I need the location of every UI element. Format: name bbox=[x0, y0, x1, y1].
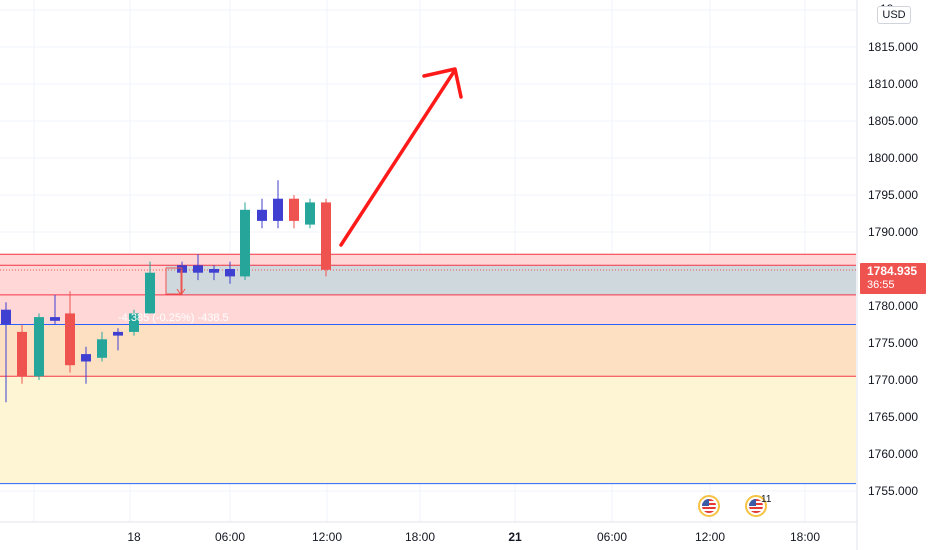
candle-body bbox=[209, 269, 219, 273]
price-tick-label: 1765.000 bbox=[868, 410, 918, 424]
measure-tool[interactable]: -4.385 (-0.25%) -438.5 bbox=[118, 267, 229, 324]
measure-box bbox=[165, 267, 183, 295]
candle bbox=[1, 302, 11, 403]
candle-body bbox=[257, 209, 267, 221]
candle-body bbox=[225, 269, 235, 277]
candle-body bbox=[17, 331, 27, 377]
candle-body bbox=[50, 317, 60, 321]
current-price-value: 1784.935 bbox=[867, 264, 918, 278]
candle bbox=[257, 198, 267, 229]
candle-body bbox=[1, 309, 11, 325]
price-tick-label: 1775.000 bbox=[868, 336, 918, 350]
price-tick-label: 1800.000 bbox=[868, 151, 918, 165]
candle bbox=[305, 198, 315, 229]
candle bbox=[289, 195, 299, 229]
candle-body bbox=[321, 202, 331, 270]
time-tick-label: 12:00 bbox=[312, 530, 342, 544]
us-economic-event-icon[interactable] bbox=[745, 495, 767, 517]
time-tick-label: 18:00 bbox=[405, 530, 435, 544]
candle-body bbox=[113, 331, 123, 336]
candle bbox=[209, 265, 219, 281]
price-tick-label: 1760.000 bbox=[868, 447, 918, 461]
time-tick-label: 06:00 bbox=[215, 530, 245, 544]
time-tick-label: 18 bbox=[127, 530, 141, 544]
arrow-shaft bbox=[339, 68, 457, 247]
us-economic-event-icon[interactable] bbox=[698, 495, 720, 517]
candle-countdown: 36:55 bbox=[867, 279, 895, 291]
time-tick-label: 12:00 bbox=[695, 530, 725, 544]
candle bbox=[34, 313, 44, 380]
price-tick-label: 1770.000 bbox=[868, 373, 918, 387]
time-axis[interactable]: 18 06:00 12:00 18:00 21 06:00 12:00 18:00 bbox=[127, 530, 820, 544]
candle bbox=[273, 180, 283, 229]
current-price-tag: 1784.935 36:55 bbox=[860, 263, 926, 294]
price-tick-label: 1790.000 bbox=[868, 225, 918, 239]
candle-body bbox=[81, 354, 91, 362]
blue-zone bbox=[166, 265, 856, 295]
candle bbox=[50, 294, 60, 325]
price-tick-label: 1795.000 bbox=[868, 188, 918, 202]
price-axis[interactable]: 1815.000 1810.000 1805.000 1800.000 1795.000… bbox=[868, 40, 918, 498]
candle-body bbox=[145, 272, 155, 314]
orange-zone bbox=[0, 324, 856, 377]
candle bbox=[81, 346, 91, 384]
measure-arrow-head bbox=[176, 288, 186, 296]
candle bbox=[17, 324, 27, 384]
arrow-head bbox=[422, 67, 463, 99]
price-zones bbox=[0, 254, 856, 484]
candle-body bbox=[193, 265, 203, 273]
candle-body bbox=[273, 198, 283, 221]
candle bbox=[240, 202, 250, 281]
time-tick-label: 18:00 bbox=[790, 530, 820, 544]
measure-label: -4.385 (-0.25%) -438.5 bbox=[118, 312, 229, 324]
candle bbox=[65, 291, 75, 373]
price-tick-label: 1815.000 bbox=[868, 40, 918, 54]
candle-body bbox=[97, 339, 107, 358]
candle-body bbox=[65, 313, 75, 366]
time-tick-label: 21 bbox=[508, 530, 522, 544]
event-count-badge: 11 bbox=[761, 494, 772, 505]
candle-body bbox=[240, 209, 250, 277]
candle-body bbox=[129, 313, 139, 332]
candle bbox=[97, 331, 107, 362]
horizontal-lines bbox=[0, 253, 856, 485]
projection-arrow[interactable] bbox=[339, 67, 463, 247]
candle bbox=[145, 261, 155, 314]
candle bbox=[193, 254, 203, 281]
price-tick-label: 1805.000 bbox=[868, 114, 918, 128]
candle-body bbox=[34, 317, 44, 377]
candle bbox=[129, 309, 139, 336]
price-tick-label: 1810.000 bbox=[868, 77, 918, 91]
price-tick-label: 1755.000 bbox=[868, 484, 918, 498]
candle bbox=[321, 198, 331, 277]
candlesticks bbox=[1, 180, 331, 403]
price-tick-label: 1780.000 bbox=[868, 299, 918, 313]
candle-body bbox=[305, 202, 315, 225]
yellow-zone bbox=[0, 376, 856, 484]
time-tick-label: 06:00 bbox=[597, 530, 627, 544]
candle bbox=[113, 328, 123, 351]
candle-body bbox=[289, 198, 299, 221]
currency-button[interactable]: USD bbox=[877, 6, 911, 24]
candle bbox=[225, 261, 235, 284]
